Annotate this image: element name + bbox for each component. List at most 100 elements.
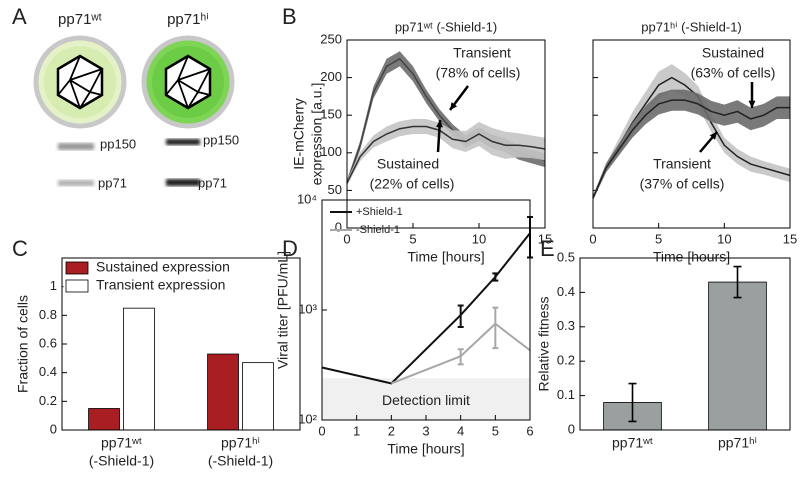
- axes-box: [61, 257, 301, 431]
- arrow-head: [450, 102, 458, 110]
- legend-swatch: [65, 279, 89, 293]
- axes-box: [579, 257, 791, 431]
- y-tick-label: 10⁴: [297, 191, 317, 206]
- error-band: [593, 89, 790, 201]
- y-tick-label: 10²: [298, 411, 317, 426]
- x-tick-label: 0: [318, 423, 325, 438]
- line: [346, 125, 546, 184]
- y-tick-label: 250: [320, 31, 342, 46]
- x-tick-label: pp71ʰⁱ: [718, 435, 757, 451]
- x-tick-label: 5: [409, 231, 416, 246]
- y-tick-label: 0.4: [39, 364, 57, 379]
- error-band: [593, 64, 790, 201]
- panel-label: C: [12, 236, 28, 261]
- x-tick-label: (-Shield-1): [208, 453, 273, 469]
- x-tick-label: pp71ʷᵗ: [101, 435, 142, 451]
- y-tick-label: 0: [568, 421, 575, 436]
- y-tick-label: 0.5: [557, 249, 575, 264]
- x-tick-label: pp71ʰⁱ: [221, 435, 260, 451]
- x-tick-label: 4: [457, 423, 464, 438]
- x-tick-label: 0: [343, 231, 350, 246]
- y-tick-label: 150: [320, 107, 342, 122]
- annotation: (37% of cells): [640, 176, 725, 192]
- x-tick-label: 3: [422, 423, 429, 438]
- virion-wt: pp71ʷᵗ pp150 pp71: [33, 11, 136, 190]
- x-tick-label: 0: [589, 231, 596, 246]
- y-tick-label: 0.8: [39, 307, 57, 322]
- panel-label: A: [12, 4, 27, 29]
- x-axis-label: Time [hours]: [653, 249, 730, 265]
- arrow-head: [436, 120, 444, 128]
- annotation: Transient: [453, 45, 511, 61]
- arrow-head: [709, 132, 717, 140]
- y-tick-label: 1: [50, 278, 57, 293]
- x-tick-label: 5: [655, 231, 662, 246]
- y-tick-label: 0: [335, 219, 342, 234]
- bar: [242, 362, 274, 431]
- error-band: [347, 51, 545, 186]
- panel-label: B: [282, 4, 297, 29]
- band-label: pp150: [203, 132, 239, 147]
- error-bar: [628, 382, 637, 423]
- legend-label: Sustained expression: [96, 259, 230, 275]
- error-bar: [733, 265, 742, 299]
- x-axis-label: Time [hours]: [387, 441, 464, 457]
- y-tick-label: 100: [320, 144, 342, 159]
- legend-swatch: [65, 261, 89, 275]
- virion-hi: pp71ʰⁱ pp150 pp71: [141, 11, 239, 190]
- annotation: (22% of cells): [370, 176, 455, 192]
- y-tick-label: 0.3: [557, 318, 575, 333]
- detection-label: Detection limit: [382, 392, 470, 408]
- annotation: Transient: [653, 156, 711, 172]
- band-label: pp71: [98, 175, 127, 190]
- x-tick-label: 2: [388, 423, 395, 438]
- x-tick-label: 1: [353, 423, 360, 438]
- y-tick-label: 0.1: [557, 387, 575, 402]
- legend-label: +Shield-1: [356, 206, 403, 218]
- axes-box: [592, 39, 791, 229]
- x-tick-label: 6: [526, 423, 533, 438]
- y-axis-label: Fraction of cells: [15, 295, 31, 393]
- y-axis-label: Viral titer [PFU/mL]: [275, 251, 291, 369]
- virion-title: pp71ʰⁱ: [167, 11, 209, 28]
- error-band: [347, 118, 545, 186]
- y-tick-label: 10³: [298, 301, 317, 316]
- virion-title: pp71ʷᵗ: [58, 11, 102, 28]
- error-bar: [492, 306, 499, 350]
- band-label: pp71: [198, 175, 227, 190]
- y-tick-label: 50: [328, 182, 342, 197]
- bar: [88, 408, 120, 431]
- x-tick-label: 10: [472, 231, 486, 246]
- bar: [123, 307, 155, 431]
- annotation: (63% of cells): [691, 65, 776, 81]
- error-bar: [457, 304, 464, 329]
- annotation: (78% of cells): [436, 65, 521, 81]
- chart-title: pp71ʷᵗ (-Shield-1): [395, 19, 497, 34]
- panel-label: D: [282, 236, 298, 261]
- legend-box: [63, 259, 260, 303]
- legend-label: -Shield-1: [356, 224, 400, 236]
- arrow-head: [748, 100, 756, 108]
- x-tick-label: 5: [492, 423, 499, 438]
- x-tick-label: (-Shield-1): [89, 453, 154, 469]
- y-axis-label: expression [a.u.]: [309, 83, 325, 186]
- y-axis-label: Relative fitness: [536, 297, 552, 392]
- y-tick-label: 0: [50, 421, 57, 436]
- line: [390, 322, 531, 385]
- legend-label: Transient expression: [96, 277, 225, 293]
- band-label: pp150: [100, 136, 136, 151]
- y-tick-label: 200: [320, 69, 342, 84]
- detection-region: [322, 378, 530, 420]
- y-axis-label: IE-mCherry: [291, 98, 307, 170]
- axes-box: [346, 39, 546, 229]
- x-tick-label: 10: [717, 231, 731, 246]
- annotation: Sustained: [702, 45, 764, 61]
- chart-title: pp71ʰⁱ (-Shield-1): [641, 19, 742, 34]
- annotation: Sustained: [377, 156, 439, 172]
- error-bar: [457, 348, 464, 366]
- axes-box: [321, 199, 531, 421]
- y-tick-label: 0.6: [39, 335, 57, 350]
- y-tick-label: 0.2: [557, 353, 575, 368]
- y-tick-label: 0.4: [557, 284, 575, 299]
